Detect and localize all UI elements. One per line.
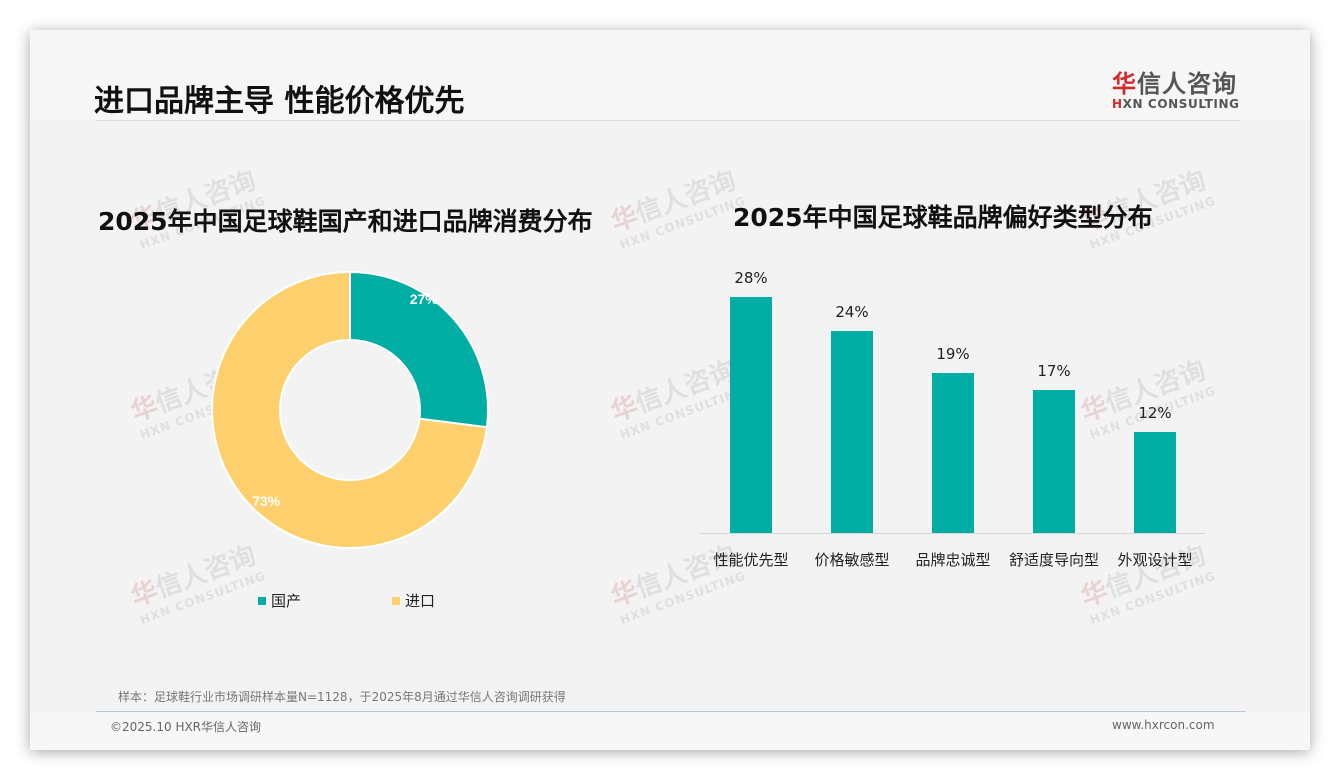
logo-cn-red: 华 <box>1112 70 1137 98</box>
watermark-en: HXN CONSULTING <box>617 193 748 253</box>
sample-footnote: 样本：足球鞋行业市场调研样本量N=1128，于2025年8月通过华信人咨询调研获… <box>118 690 566 704</box>
watermark: 华信人咨询 HXN CONSULTING <box>1075 534 1218 627</box>
website-link[interactable]: www.hxrcon.com <box>1112 718 1215 732</box>
bar-value-label: 24% <box>835 302 869 321</box>
bar-category-label: 价格敏感型 <box>814 551 890 569</box>
watermark-cn-red: 华 <box>607 391 643 429</box>
slide: 华信人咨询 HXN CONSULTING 华信人咨询 HXN CONSULTING 华信… <box>30 30 1310 750</box>
bar-category-label: 舒适度导向型 <box>1008 551 1099 569</box>
bar-5 <box>1134 431 1176 533</box>
watermark-cn-red: 华 <box>127 391 163 429</box>
legend-swatch-yellow-icon <box>392 596 400 605</box>
footer-divider <box>96 711 1246 712</box>
watermark-en: HXN CONSULTING <box>617 383 748 443</box>
bar-2 <box>831 330 873 533</box>
bar-value-label: 28% <box>734 269 768 287</box>
watermark-cn-rest: 信人咨询 <box>631 165 740 230</box>
legend-label-import: 进口 <box>405 592 436 610</box>
watermark-cn-rest: 信人咨询 <box>151 540 260 605</box>
bar-category-label: 性能优先型 <box>713 551 789 569</box>
bar-chart-title: 2025年中国足球鞋品牌偏好类型分布 <box>733 203 1153 232</box>
brand-logo: 华信人咨询 HXN CONSULTING <box>1112 64 1242 111</box>
watermark-cn-rest: 信人咨询 <box>631 355 740 420</box>
slice-label-import: 73% <box>252 493 281 509</box>
watermark-en: HXN CONSULTING <box>1087 568 1218 628</box>
logo-en: HXN CONSULTING <box>1112 97 1242 111</box>
donut-slice-import <box>211 270 489 549</box>
bar-4 <box>1033 389 1075 533</box>
watermark-en: HXN CONSULTING <box>137 568 268 628</box>
legend-item-import: 进口 <box>392 590 435 611</box>
bar-3 <box>932 372 974 533</box>
watermark: 华信人咨询 HXN CONSULTING <box>605 534 748 627</box>
slice-label-domestic: 27% <box>410 291 439 307</box>
footer-band <box>30 712 1310 750</box>
header-band <box>30 30 1310 120</box>
logo-en-prefix: H <box>1112 97 1123 111</box>
bar-category-label: 外观设计型 <box>1117 551 1193 569</box>
logo-en-rest: XN CONSULTING <box>1122 97 1240 111</box>
bar-value-label: 17% <box>1037 361 1071 380</box>
watermark-cn-red: 华 <box>607 576 643 614</box>
watermark-cn-red: 华 <box>1077 576 1113 614</box>
copyright-text: ©2025.10 HXR华信人咨询 <box>110 720 262 734</box>
donut-chart: 27% 73% <box>211 270 489 549</box>
watermark: 华信人咨询 HXN CONSULTING <box>605 159 748 252</box>
watermark-en: HXN CONSULTING <box>617 568 748 628</box>
page-title: 进口品牌主导 性能价格优先 <box>94 84 465 119</box>
bar-value-label: 19% <box>936 344 970 363</box>
legend-swatch-teal-icon <box>258 596 266 605</box>
bar-category-label: 品牌忠诚型 <box>915 551 991 569</box>
watermark-cn-red: 华 <box>607 201 643 239</box>
logo-cn-rest: 信人咨询 <box>1137 70 1237 98</box>
donut-slice-domestic <box>349 270 489 429</box>
watermark-cn-red: 华 <box>127 576 163 614</box>
watermark: 华信人咨询 HXN CONSULTING <box>605 349 748 442</box>
bar-1 <box>730 297 772 533</box>
bar-value-label: 12% <box>1138 403 1172 422</box>
logo-cn: 华信人咨询 <box>1112 64 1242 99</box>
legend-label-domestic: 国产 <box>271 592 302 610</box>
bar-chart-baseline <box>700 533 1205 534</box>
legend-item-domestic: 国产 <box>258 590 301 611</box>
donut-chart-title: 2025年中国足球鞋国产和进口品牌消费分布 <box>98 207 593 236</box>
title-divider <box>96 120 1240 121</box>
